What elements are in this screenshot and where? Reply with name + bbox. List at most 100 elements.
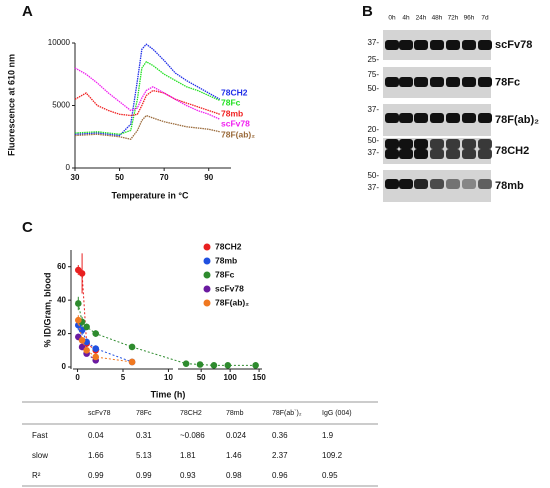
blot-band [446,149,460,159]
table-header: 78Fc [136,410,152,417]
data-point [196,361,204,368]
table-cell: 0.98 [226,471,242,480]
blot-band [462,179,476,189]
data-point [78,336,86,344]
table-cell: 1.9 [322,431,334,440]
x-tick-label: 50 [197,373,206,382]
lane-label: 48h [432,15,443,22]
blot-band [385,149,399,159]
table-cell: 2.37 [272,451,288,460]
y-tick-label: 0 [62,362,67,371]
blot-band [446,139,460,149]
series-label: 78CH2 [221,87,248,97]
blot-band [462,40,476,50]
series-label: 78F(ab)₂ [221,129,255,139]
marker-label: 50- [367,136,379,145]
table-header: 78F(ab`)₂ [272,410,302,417]
table-cell: 0.36 [272,431,288,440]
blot-band [430,77,444,87]
fit-line [77,320,133,363]
blot-band [385,139,399,149]
x-tick-label: 50 [115,173,124,182]
blot-band [478,40,492,50]
table-cell: 0.95 [322,471,338,480]
blot-band [399,139,413,149]
blot-band [414,139,428,149]
x-axis-label: Time (h) [151,389,186,399]
x-tick-label: 150 [252,373,266,382]
blot-band [446,77,460,87]
data-line [74,114,220,140]
lane-label: 24h [416,15,427,22]
marker-label: 50- [367,84,379,93]
row-label: 78F(ab)₂ [495,114,539,126]
panel-label: A [22,3,33,20]
marker-label: 37- [367,105,379,114]
data-line [74,67,221,120]
row-label: 78mb [495,180,524,192]
y-axis-label: % ID/Gram, blood [42,272,52,347]
fit-line [77,303,256,366]
blot-band [430,139,444,149]
blot-band [446,40,460,50]
data-point [83,323,90,331]
y-tick-label: 40 [57,295,66,304]
data-line [74,43,221,137]
data-line [74,89,221,117]
blot-band [478,113,492,123]
marker-label: 37- [367,38,379,47]
lane-label: 96h [464,15,475,22]
legend-marker [203,285,211,293]
data-point [83,346,90,354]
table-header: 78CH2 [180,410,202,417]
data-point [224,362,232,369]
blot-band [478,139,492,149]
x-tick-label: 10 [164,373,173,382]
blot-band [385,179,399,189]
legend-label: 78CH2 [215,241,242,251]
data-point [252,362,259,369]
marker-label: 37- [367,183,379,192]
table-cell: 1.46 [226,451,242,460]
data-point [78,270,86,277]
blot-band [414,77,428,87]
marker-label: 75- [367,70,379,79]
blot-band [414,113,428,123]
x-axis-label: Temperature in °C [112,190,189,200]
table-cell: Fast [32,431,48,440]
legend-marker [203,299,211,307]
blot-band [414,149,428,159]
x-tick-label: 0 [75,373,80,382]
legend-marker [203,257,211,265]
table-cell: R² [32,471,41,480]
data-point [182,360,190,367]
x-tick-label: 100 [223,373,237,382]
marker-label: 50- [367,171,379,180]
data-point [92,353,100,361]
blot-band [399,77,413,87]
data-point [92,330,100,337]
series-label: scFv78 [221,118,250,128]
blot-band [430,179,444,189]
series-label: 78mb [221,108,243,118]
y-tick-label: 60 [57,262,66,271]
blot-band [385,113,399,123]
table-cell: 0.99 [88,471,104,480]
data-point [78,343,86,351]
table-header: IgG (004) [322,410,352,417]
data-point [92,345,100,352]
fit-line [77,269,97,351]
blot-band [462,77,476,87]
legend-label: 78mb [215,255,237,265]
data-point [210,362,218,369]
table-header: scFv78 [88,410,111,417]
table-cell: 1.66 [88,451,104,460]
legend-label: scFv78 [215,283,244,293]
legend-marker [203,271,211,279]
row-label: scFv78 [495,39,532,51]
table-cell: 0.31 [136,431,152,440]
table-cell: 1.81 [180,451,196,460]
lane-label: 72h [448,15,459,22]
blot-band [462,139,476,149]
data-point [75,316,82,324]
